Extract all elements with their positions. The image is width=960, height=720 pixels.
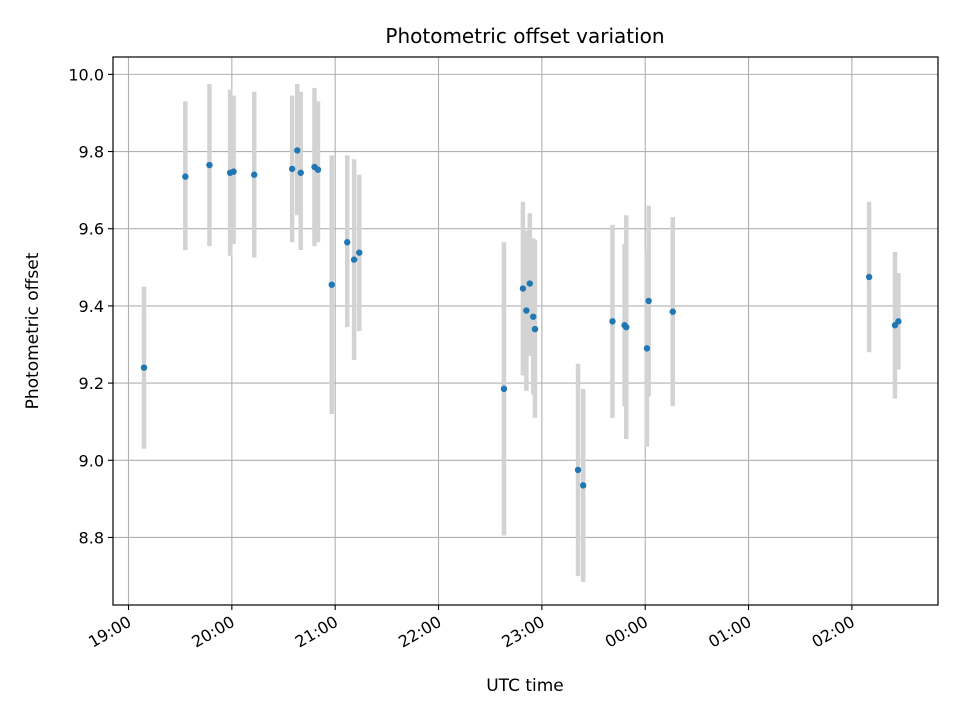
data-point	[669, 308, 676, 315]
data-point	[314, 166, 322, 173]
data-point	[531, 325, 539, 333]
data-point	[579, 482, 587, 489]
x-axis-title: UTC time	[486, 676, 564, 696]
data-point	[519, 285, 527, 292]
data-point	[500, 385, 508, 393]
data-point	[609, 318, 616, 325]
plot-frame	[112, 56, 939, 606]
data-point	[206, 161, 213, 169]
data-point	[523, 307, 530, 314]
data-point	[140, 364, 148, 371]
data-point	[328, 281, 335, 288]
data-point	[865, 273, 873, 281]
y-axis-title: Photometric offset	[23, 252, 43, 409]
data-point	[643, 345, 651, 352]
y-tick-label: 9.0	[79, 451, 104, 470]
chart-title: Photometric offset variation	[385, 24, 664, 48]
data-point	[297, 169, 304, 176]
data-point	[344, 239, 351, 246]
data-point	[526, 280, 534, 287]
data-point	[645, 297, 652, 305]
data-point	[294, 147, 301, 154]
data-point	[230, 168, 237, 175]
y-tick-label: 9.6	[79, 220, 104, 239]
data-points	[140, 147, 902, 489]
data-point	[182, 173, 189, 180]
y-tick-label: 10.0	[68, 65, 104, 84]
data-point	[288, 165, 296, 173]
data-point	[895, 318, 902, 325]
y-tick-label: 9.4	[79, 297, 104, 316]
data-point	[350, 256, 358, 263]
data-point	[251, 171, 258, 178]
data-point	[530, 313, 537, 320]
data-point	[623, 323, 630, 331]
y-tick-label: 9.8	[79, 143, 104, 162]
data-point	[574, 466, 582, 474]
y-tick-label: 8.8	[79, 528, 104, 547]
y-tick-label: 9.2	[79, 374, 104, 393]
y-axis: 8.8 9.0 9.2 9.4 9.6 9.8 10.0	[68, 65, 113, 547]
data-point	[356, 249, 363, 256]
